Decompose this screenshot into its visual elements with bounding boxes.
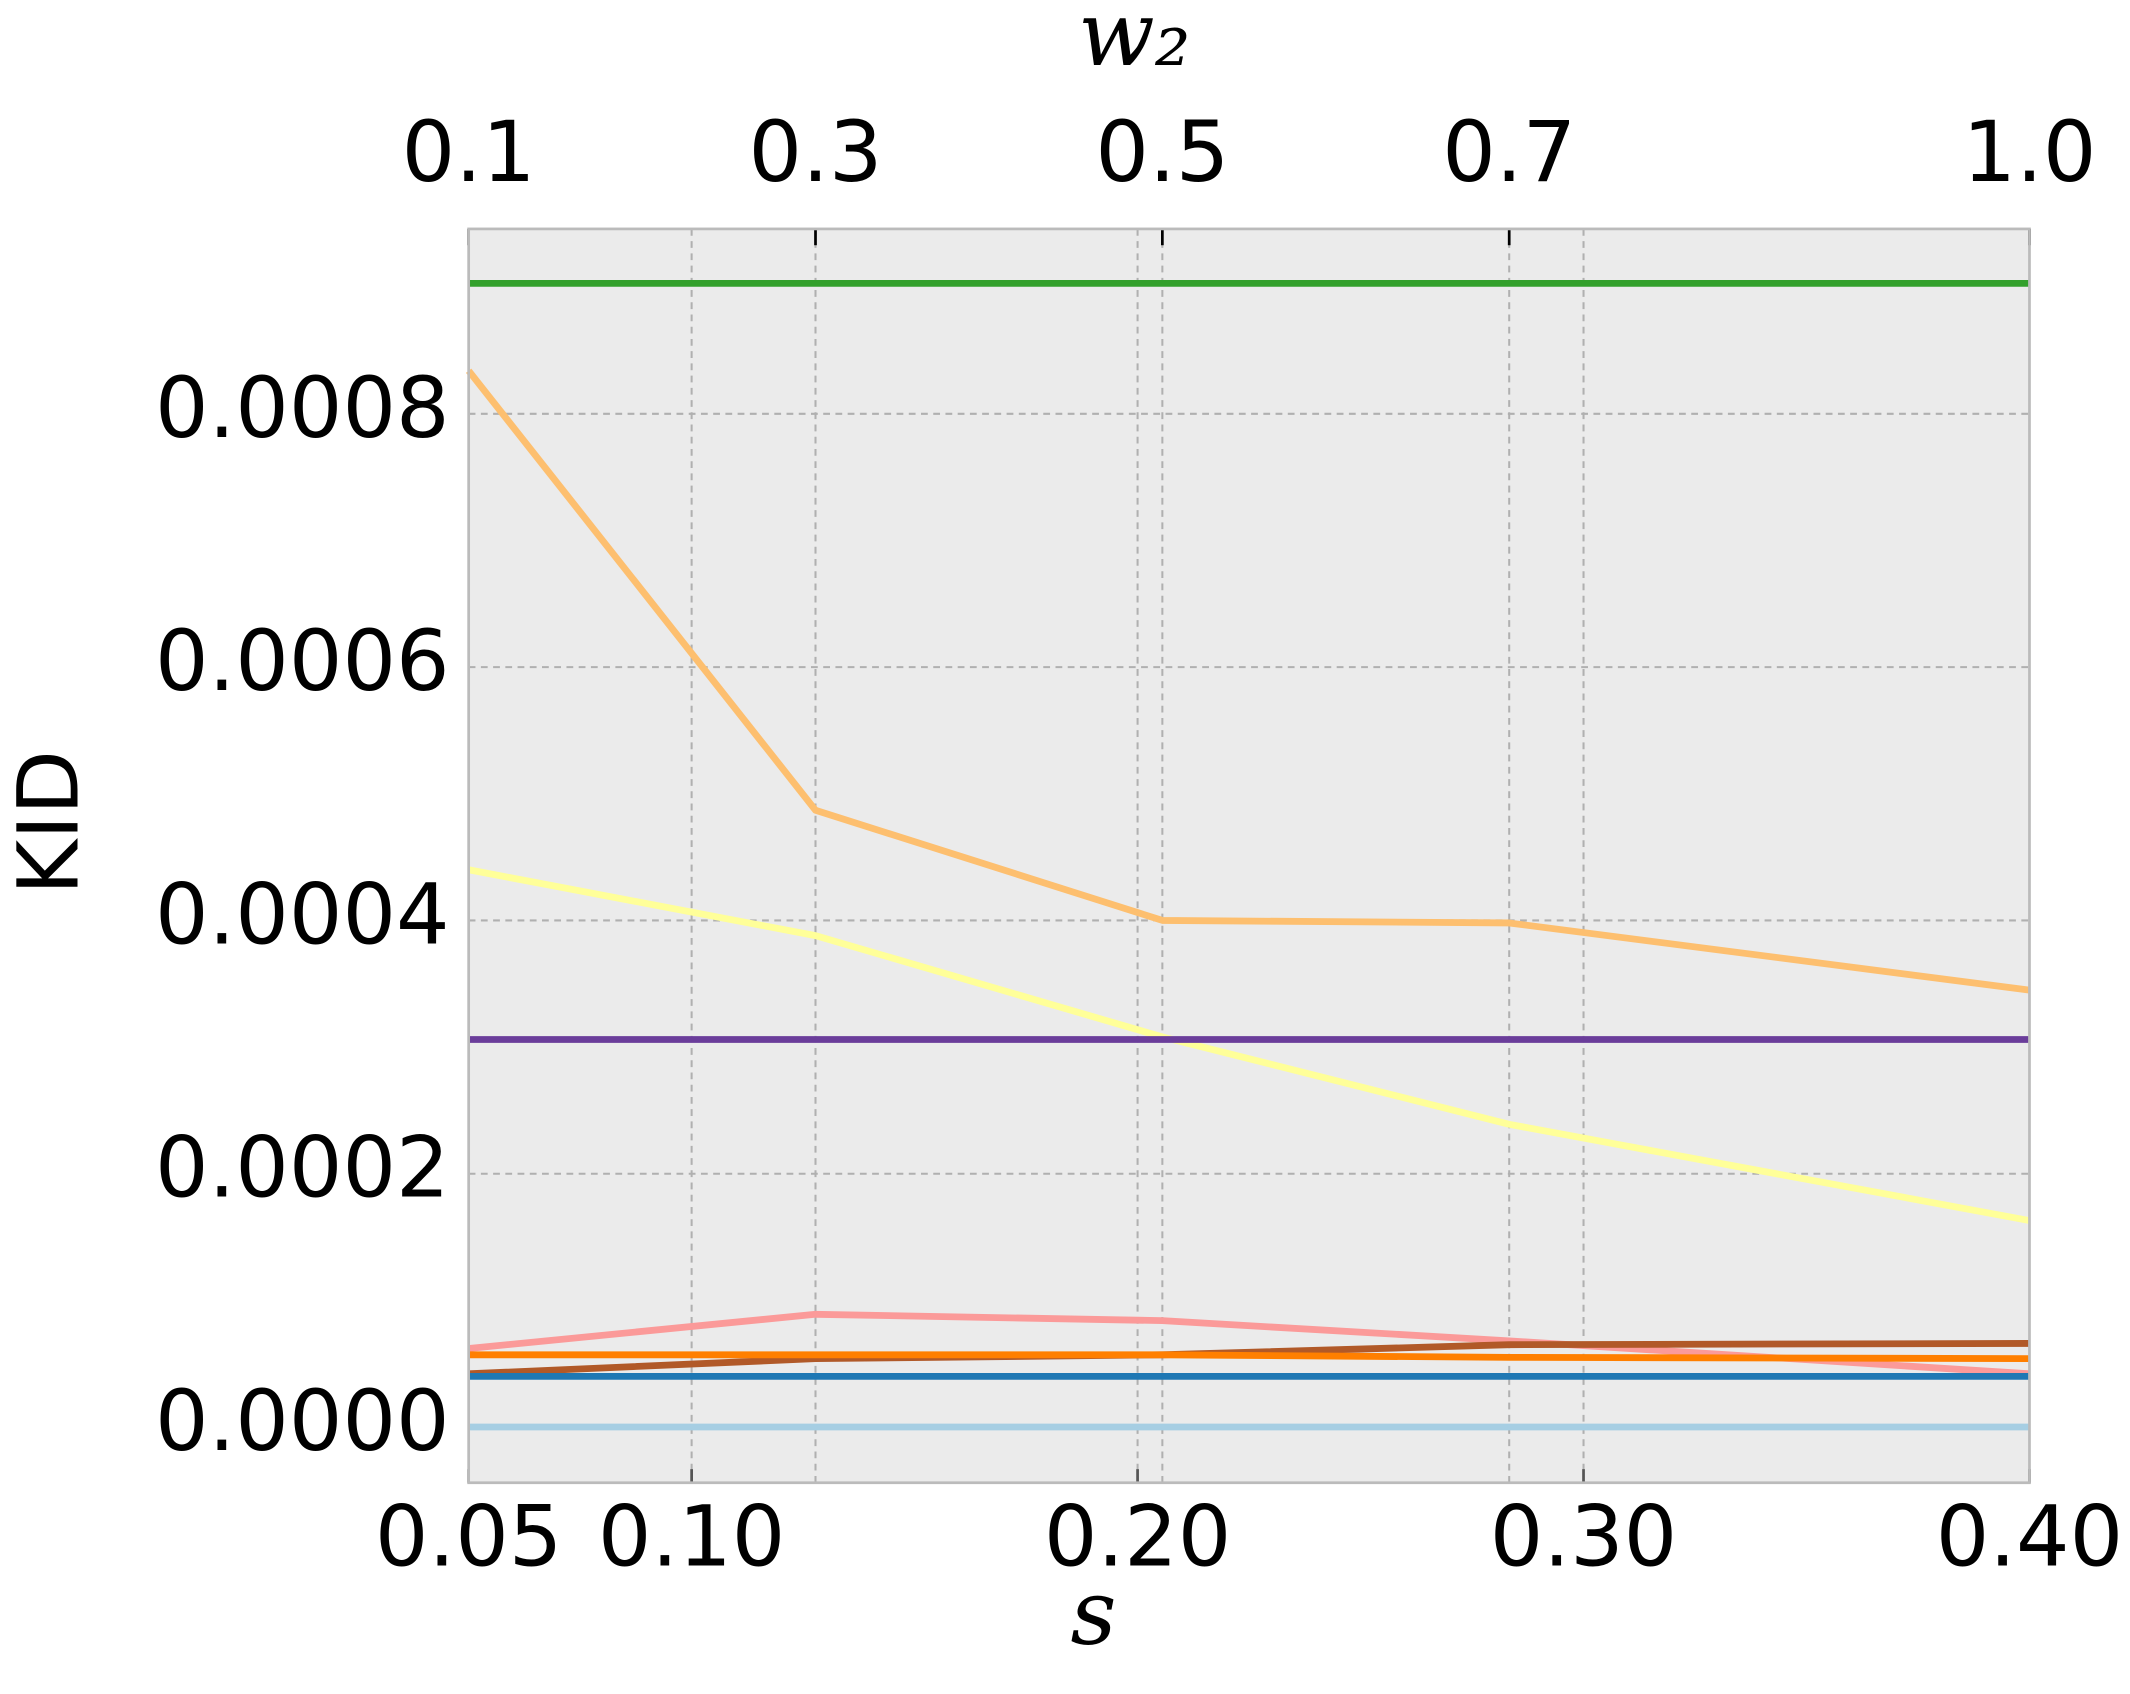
x2-tick-label: 0.5 bbox=[1095, 103, 1229, 201]
x-tick-label: 0.30 bbox=[1490, 1487, 1678, 1585]
tick-labels: 0.0000 0.0002 0.0004 0.0006 0.0008 0.05 0.10 0.… bbox=[155, 103, 2123, 1585]
x-tick-label: 0.40 bbox=[1936, 1487, 2124, 1585]
line-series bbox=[465, 368, 2030, 994]
x2-axis-label: w₂ bbox=[1078, 0, 1191, 87]
y-tick-label: 0.0002 bbox=[155, 1119, 450, 1217]
y-axis-label: KID bbox=[0, 750, 97, 895]
x2-tick-label: 0.1 bbox=[402, 103, 536, 201]
y-tick-label: 0.0004 bbox=[155, 865, 450, 963]
line-series bbox=[468, 1310, 2030, 1378]
x2-tick-label: 0.7 bbox=[1442, 103, 1576, 201]
x-tick-label: 0.10 bbox=[598, 1487, 786, 1585]
lines bbox=[465, 279, 2031, 1431]
line-series bbox=[468, 1351, 2030, 1363]
plot-frame bbox=[467, 227, 2031, 1485]
x-axis-label: s bbox=[1071, 1561, 1117, 1665]
x2-tick-label: 1.0 bbox=[1963, 103, 2097, 201]
x-tick-label: 0.20 bbox=[1044, 1487, 1232, 1585]
y-tick-label: 0.0008 bbox=[155, 359, 450, 457]
plot-area bbox=[468, 228, 2030, 1483]
y-tick-label: 0.0000 bbox=[155, 1372, 450, 1470]
x-tick-label: 0.05 bbox=[375, 1487, 563, 1585]
y-tick-label: 0.0006 bbox=[155, 612, 450, 710]
x2-tick-label: 0.3 bbox=[749, 103, 883, 201]
